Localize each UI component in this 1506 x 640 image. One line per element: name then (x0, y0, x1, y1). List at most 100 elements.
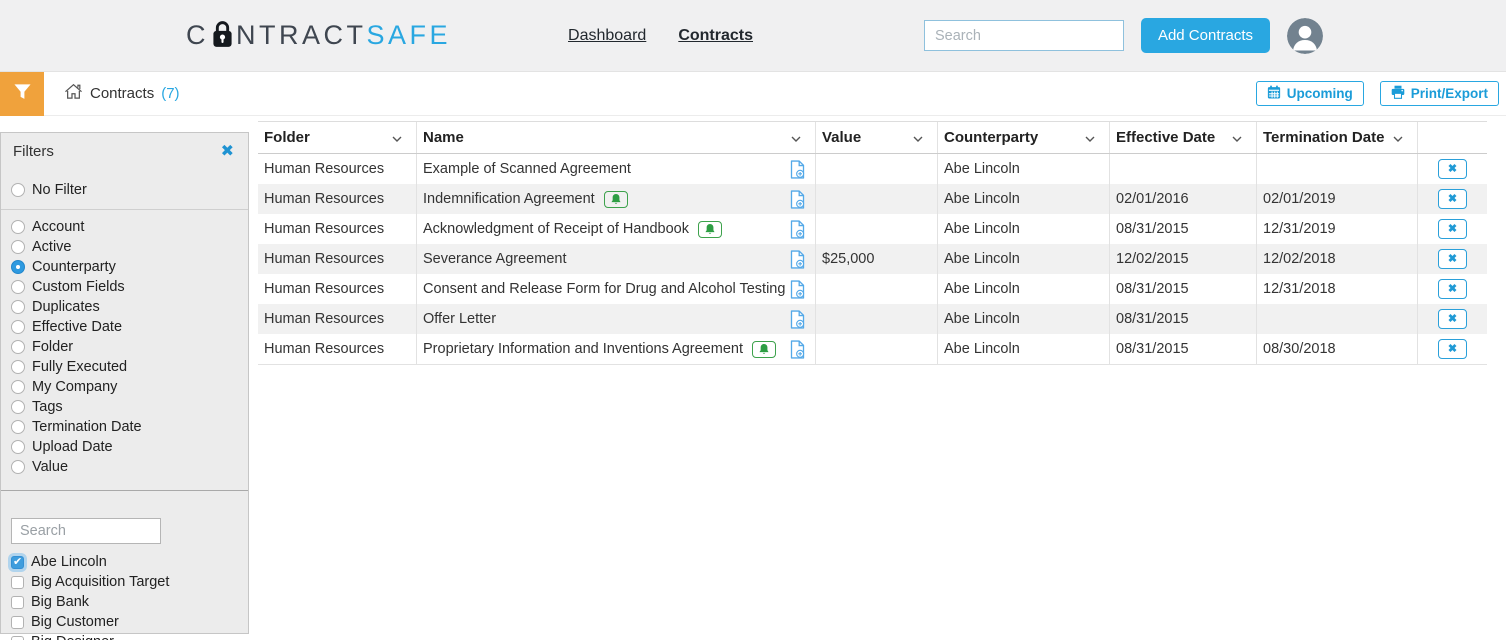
column-header-counterparty[interactable]: Counterparty (938, 122, 1110, 153)
content-area: Filters ✖ No Filter Account Active (0, 121, 1506, 640)
add-document-icon[interactable] (790, 159, 805, 179)
counterparty-checkbox[interactable] (11, 615, 24, 629)
contract-name-link[interactable]: Indemnification Agreement (423, 191, 595, 207)
filter-option[interactable]: Fully Executed (1, 357, 248, 377)
filter-radio[interactable] (11, 260, 25, 274)
table-row: Human Resources Severance Agreement $25,… (258, 244, 1487, 274)
user-avatar[interactable] (1287, 17, 1323, 54)
cell-name: Consent and Release Form for Drug and Al… (417, 274, 816, 304)
cell-folder: Human Resources (258, 154, 417, 184)
filter-option[interactable]: Account (1, 217, 248, 237)
add-document-icon[interactable] (790, 219, 805, 239)
filter-radio[interactable] (11, 300, 25, 314)
counterparty-checkbox[interactable] (11, 635, 24, 640)
contract-name-link[interactable]: Consent and Release Form for Drug and Al… (423, 281, 786, 297)
filter-radio[interactable] (11, 380, 25, 394)
filter-option[interactable]: Tags (1, 397, 248, 417)
cell-termination-date: 02/01/2019 (1257, 184, 1418, 214)
filter-option[interactable]: Duplicates (1, 297, 248, 317)
nav-dashboard[interactable]: Dashboard (568, 26, 647, 44)
filter-option[interactable]: Custom Fields (1, 277, 248, 297)
chevron-down-icon[interactable] (791, 129, 801, 146)
global-search-input[interactable] (923, 20, 1124, 51)
remove-contract-button[interactable]: ✖ (1438, 279, 1467, 299)
remove-contract-button[interactable]: ✖ (1438, 159, 1467, 179)
cell-effective-date: 12/02/2015 (1110, 244, 1257, 274)
remove-contract-button[interactable]: ✖ (1438, 309, 1467, 329)
filter-radio[interactable] (11, 320, 25, 334)
cell-effective-date: 08/31/2015 (1110, 214, 1257, 244)
column-header-termination-date[interactable]: Termination Date (1257, 122, 1418, 153)
chevron-down-icon[interactable] (1232, 129, 1242, 146)
counterparty-option[interactable]: Big Bank (1, 592, 248, 612)
filter-option[interactable]: Active (1, 237, 248, 257)
contract-name-link[interactable]: Severance Agreement (423, 251, 567, 267)
cell-actions: ✖ (1418, 214, 1487, 244)
cell-name: Offer Letter (417, 304, 816, 334)
filter-radio[interactable] (11, 220, 25, 234)
nav-contracts[interactable]: Contracts (678, 26, 753, 44)
column-header-actions (1418, 122, 1487, 153)
filter-option[interactable]: Termination Date (1, 417, 248, 437)
add-document-icon[interactable] (790, 279, 805, 299)
filter-option[interactable]: Upload Date (1, 437, 248, 457)
filter-option[interactable]: My Company (1, 377, 248, 397)
filter-option[interactable]: Folder (1, 337, 248, 357)
upcoming-button[interactable]: Upcoming (1255, 81, 1364, 106)
filter-radio[interactable] (11, 360, 25, 374)
filter-label: Value (32, 459, 69, 475)
counterparty-search-input[interactable] (11, 518, 161, 544)
remove-contract-button[interactable]: ✖ (1438, 249, 1467, 269)
counterparty-checkbox[interactable] (11, 555, 24, 569)
contract-name-link[interactable]: Acknowledgment of Receipt of Handbook (423, 221, 689, 237)
table-row: Human Resources Indemnification Agreemen… (258, 184, 1487, 214)
cell-effective-date: 08/31/2015 (1110, 334, 1257, 364)
filter-option-no-filter[interactable]: No Filter (1, 180, 248, 200)
column-header-effective-date[interactable]: Effective Date (1110, 122, 1257, 153)
remove-contract-button[interactable]: ✖ (1438, 219, 1467, 239)
chevron-down-icon[interactable] (392, 129, 402, 146)
filter-toggle-button[interactable] (0, 71, 44, 116)
filter-radio[interactable] (11, 420, 25, 434)
cell-actions: ✖ (1418, 184, 1487, 214)
counterparty-option[interactable]: Big Designer (1, 632, 248, 640)
radio-no-filter[interactable] (11, 183, 25, 197)
filter-radio[interactable] (11, 440, 25, 454)
counterparty-option[interactable]: Big Acquisition Target (1, 572, 248, 592)
filter-radio[interactable] (11, 460, 25, 474)
counterparty-checkbox[interactable] (11, 575, 24, 589)
filter-label: Custom Fields (32, 279, 125, 295)
column-header-value[interactable]: Value (816, 122, 938, 153)
remove-contract-button[interactable]: ✖ (1438, 339, 1467, 359)
counterparty-option[interactable]: Big Customer (1, 612, 248, 632)
filter-label: Effective Date (32, 319, 123, 335)
chevron-down-icon[interactable] (1085, 129, 1095, 146)
chevron-down-icon[interactable] (1393, 129, 1403, 146)
add-contracts-button[interactable]: Add Contracts (1140, 18, 1270, 53)
filter-option[interactable]: Value (1, 457, 248, 477)
remove-contract-button[interactable]: ✖ (1438, 189, 1467, 209)
filter-label: Account (32, 219, 85, 235)
filter-radio[interactable] (11, 340, 25, 354)
print-export-button[interactable]: Print/Export (1379, 81, 1499, 106)
add-document-icon[interactable] (790, 189, 805, 209)
counterparty-option[interactable]: Abe Lincoln (1, 552, 248, 572)
filter-option[interactable]: Counterparty (1, 257, 248, 277)
contract-name-link[interactable]: Proprietary Information and Inventions A… (423, 341, 743, 357)
add-document-icon[interactable] (790, 249, 805, 269)
filter-radio[interactable] (11, 400, 25, 414)
close-filters-icon[interactable]: ✖ (220, 142, 234, 160)
add-document-icon[interactable] (790, 309, 805, 329)
contract-name-link[interactable]: Example of Scanned Agreement (423, 161, 631, 177)
chevron-down-icon[interactable] (913, 129, 923, 146)
column-header-name[interactable]: Name (417, 122, 816, 153)
counterparty-label: Abe Lincoln (31, 554, 107, 570)
filter-radio[interactable] (11, 240, 25, 254)
filter-radio[interactable] (11, 280, 25, 294)
cell-termination-date: 12/31/2018 (1257, 274, 1418, 304)
add-document-icon[interactable] (790, 339, 805, 359)
counterparty-checkbox[interactable] (11, 595, 24, 609)
column-header-folder[interactable]: Folder (258, 122, 417, 153)
filter-option[interactable]: Effective Date (1, 317, 248, 337)
contract-name-link[interactable]: Offer Letter (423, 311, 497, 327)
